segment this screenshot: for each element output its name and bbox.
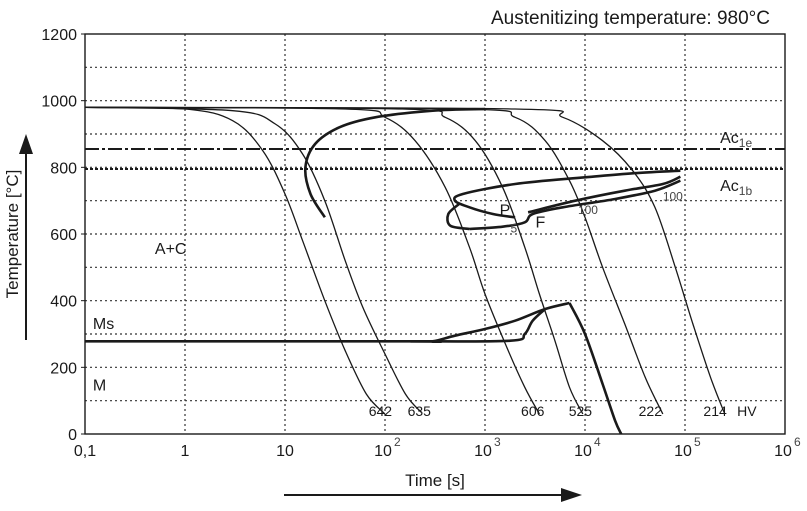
y-tick-label-2: 400 [50,294,77,311]
y-axis-arrow-head [19,134,33,154]
x-tick-base-3: 10 [374,443,392,460]
cooling-curve-642 [84,106,386,415]
region-label-ac: A+C [155,241,187,258]
cooling-curves [84,106,726,415]
y-tick-label-6: 1200 [41,27,77,44]
grid-layer [85,34,785,434]
pearlite-finish-curve [446,203,470,231]
cooling-curve-606 [84,106,540,415]
x-tick-label-6: 105 [674,435,701,460]
cooling-curve-222 [84,106,664,415]
x-tick-label-1: 1 [181,443,190,460]
percent-label-1: 100 [578,203,598,217]
region-label-p: P [500,203,511,220]
x-tick-base-0: 0,1 [74,443,96,460]
x-tick-base-1: 1 [181,443,190,460]
axis-arrows [19,134,582,502]
bainite-finish-curve [410,308,547,343]
y-tick-label-0: 0 [68,427,77,444]
x-tick-label-7: 106 [774,435,801,460]
x-tick-base-4: 10 [474,443,492,460]
bainite-start-curve [568,302,623,435]
ac-label-1b: Ac1b [720,178,752,198]
x-tick-base-5: 10 [574,443,592,460]
region-label-f: F [536,214,546,231]
hardness-label-635: 635 [408,403,432,419]
x-tick-label-3: 102 [374,435,401,460]
ac-label-1e: Ac1e [720,130,752,150]
hardness-label-642: 642 [369,403,393,419]
y-tick-label-3: 600 [50,227,77,244]
region-label-ms: Ms [93,316,114,333]
x-tick-exp-7: 6 [794,435,801,449]
chart-title: Austenitizing temperature: 980°C [491,8,770,29]
x-tick-exp-5: 4 [594,435,601,449]
cooling-curve-635 [84,106,422,413]
y-axis-title: Temperature [°C] [3,170,22,299]
x-tick-label-4: 103 [474,435,501,460]
ferrite-finish-curve [527,175,681,214]
hardness-label-214: 214 [703,403,727,419]
reference-lines [85,148,785,170]
x-axis-title: Time [s] [405,471,465,490]
hardness-label-606: 606 [521,403,545,419]
hardness-unit: HV [737,403,757,419]
x-tick-label-5: 104 [574,435,601,460]
x-tick-base-6: 10 [674,443,692,460]
ferrite-start-curve [469,179,681,231]
x-tick-exp-4: 3 [494,435,501,449]
x-tick-base-7: 10 [774,443,792,460]
transformation-curves [85,107,681,435]
x-tick-label-2: 10 [276,443,294,460]
x-tick-exp-6: 5 [694,435,701,449]
cooling-curve-214 [84,106,726,415]
labels: Austenitizing temperature: 980°C Time [s… [3,8,801,490]
y-tick-label-4: 800 [50,160,77,177]
hardness-label-222: 222 [639,403,663,419]
x-axis-arrow-head [561,488,582,502]
cooling-curve-525 [84,106,584,415]
x-tick-label-0: 0,1 [74,443,96,460]
region-label-m: M [93,378,106,395]
carbide-curve [303,107,486,219]
y-tick-label-1: 200 [50,360,77,377]
x-tick-exp-3: 2 [394,435,401,449]
hardness-label-525: 525 [569,403,593,419]
percent-label-2: 100 [663,190,683,204]
pearlite-start-curve [452,169,681,219]
ms-line-curve [85,301,570,344]
percent-label-0: 5 [511,221,518,235]
x-tick-base-2: 10 [276,443,294,460]
y-tick-label-5: 1000 [41,94,77,111]
